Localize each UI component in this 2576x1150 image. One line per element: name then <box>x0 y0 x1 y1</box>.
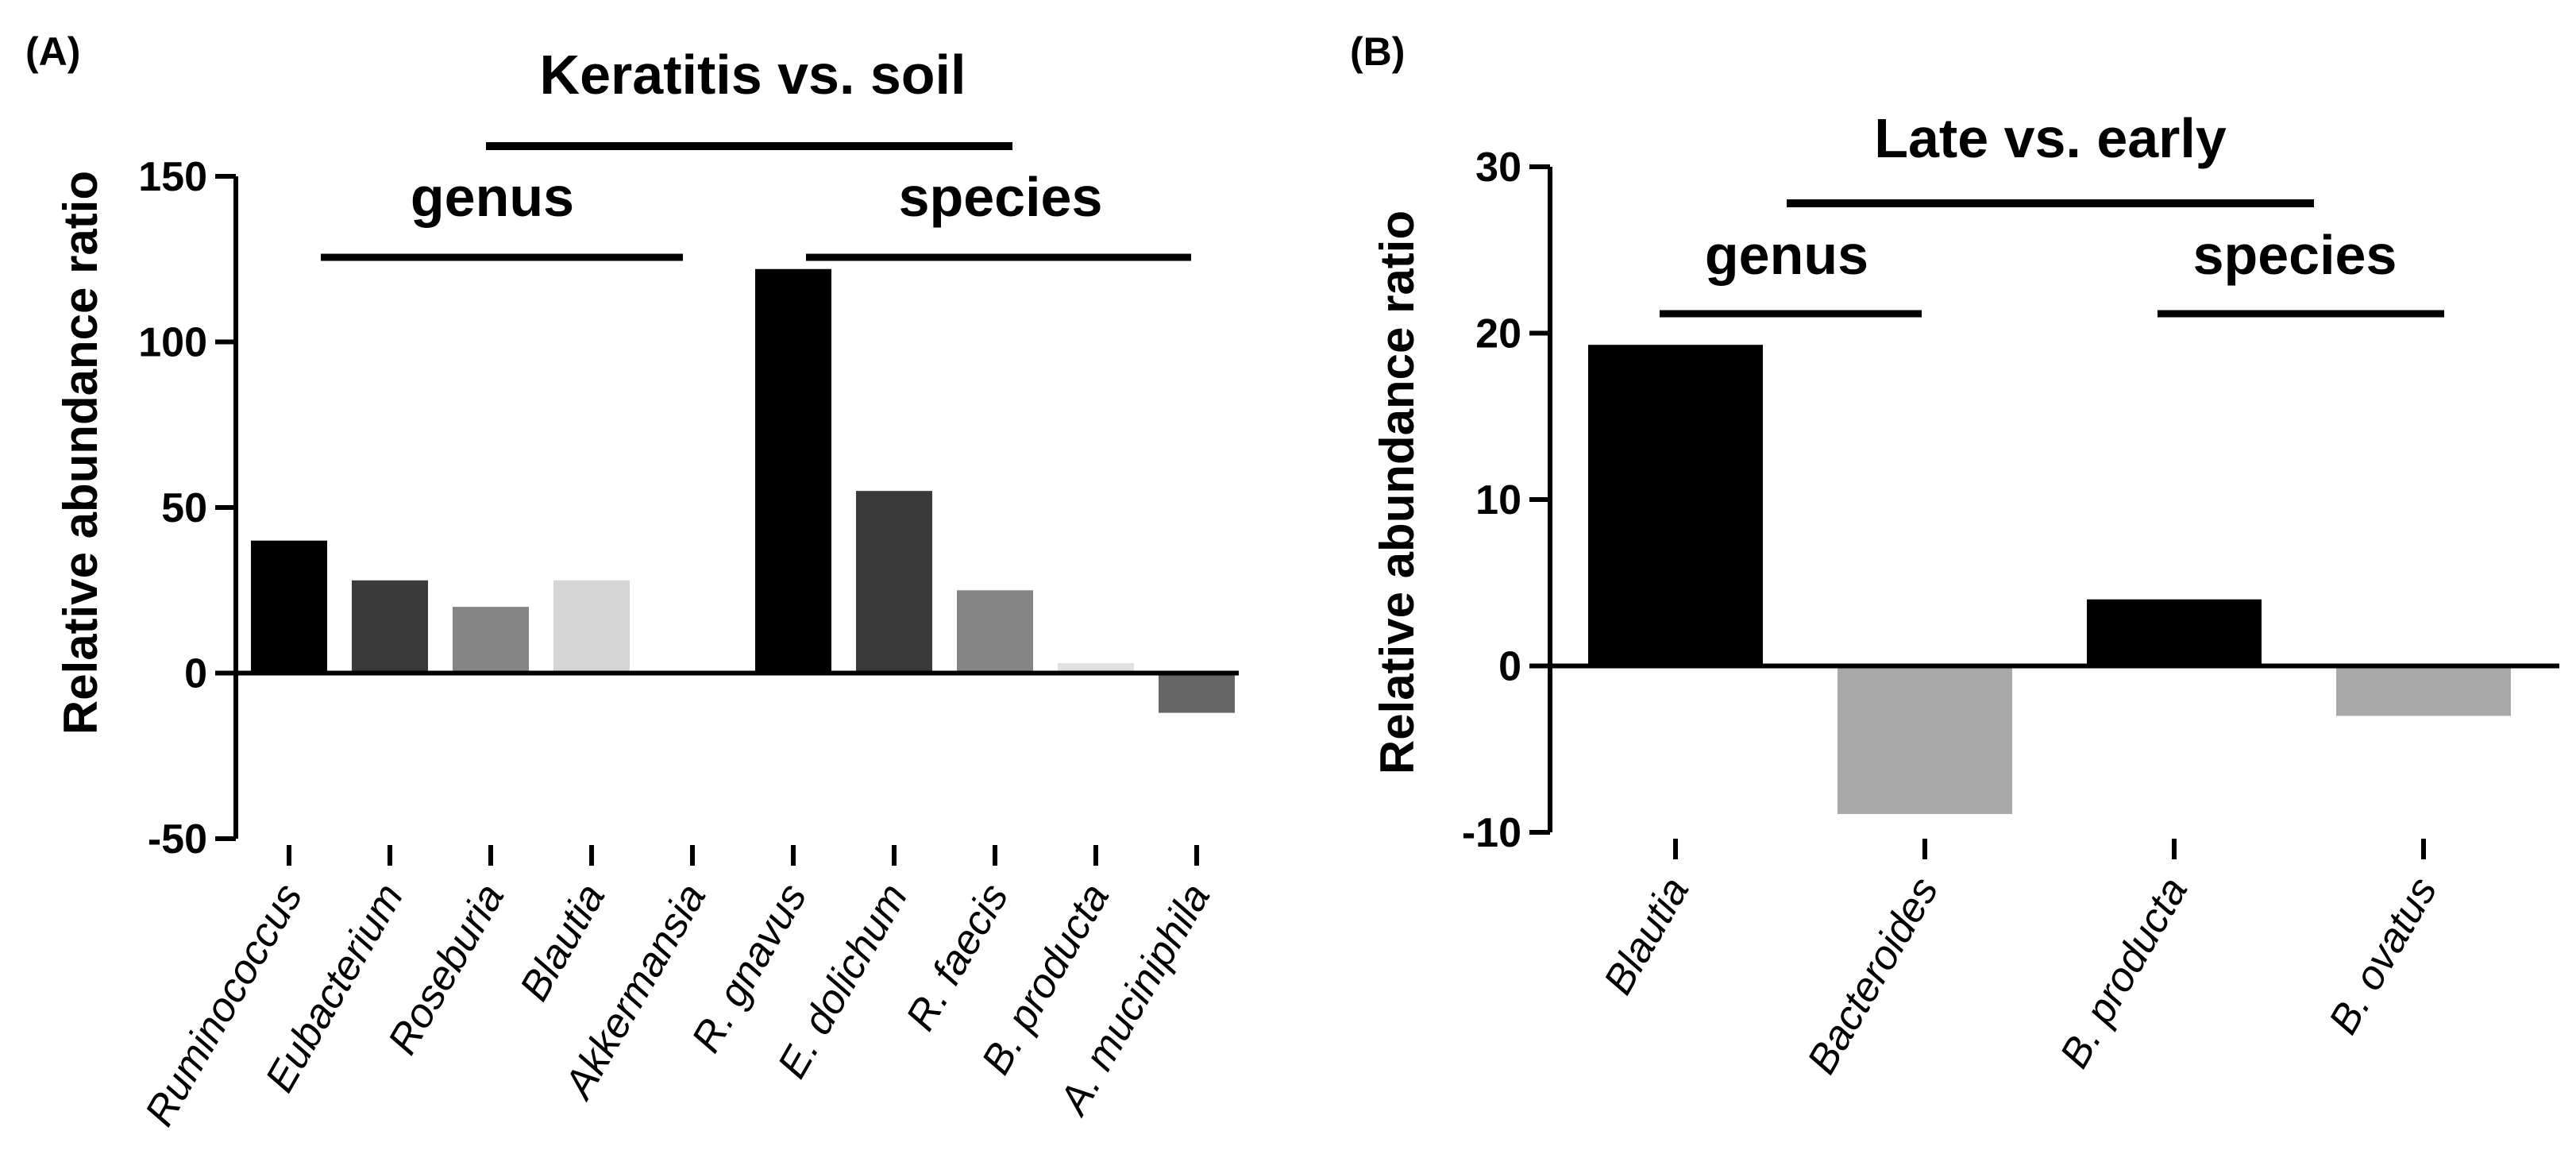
panel-b-group-label-species: species <box>2193 224 2397 286</box>
panel-a-bar-6 <box>856 491 932 673</box>
panel-b-y-tick-label-3: 20 <box>1475 311 1521 357</box>
panel-b-title: Late vs. early <box>1874 107 2227 169</box>
panel-a-y-axis-label: Relative abundance ratio <box>54 171 107 735</box>
panel-b-bar-0 <box>1588 345 1763 666</box>
panel-a-group-label-genus: genus <box>411 166 574 228</box>
panel-a-y-tick-label-2: 50 <box>161 485 207 531</box>
panel-b-label: (B) <box>1350 29 1405 74</box>
panel-b-y-tick-label-1: 0 <box>1498 644 1521 690</box>
panel-b-bar-1 <box>1838 666 2012 814</box>
panel-b-group-label-genus: genus <box>1705 224 1868 286</box>
panel-b-bar-2 <box>2087 599 2262 666</box>
panel-b-bar-3 <box>2336 666 2511 716</box>
panel-b-x-tick-label-0: Blautia <box>1595 870 1699 1002</box>
panel-a-bar-3 <box>553 580 630 673</box>
panel-a-x-tick-label-3: Blautia <box>511 876 615 1009</box>
panel-b-plot: genus species -10 0 10 20 30 Blautia Bacteroides… <box>1462 145 2559 1082</box>
panel-b-y-tick-label-0: -10 <box>1462 810 1521 856</box>
panel-a-label: (A) <box>25 29 80 74</box>
panel-a-title: Keratitis vs. soil <box>540 44 966 106</box>
panel-a-x-tick-label-0: Ruminococcus <box>137 876 312 1133</box>
panel-a-group-label-species: species <box>899 166 1103 228</box>
panel-b-y-tick-label-4: 30 <box>1475 145 1521 191</box>
panel-a-bar-5 <box>755 268 831 673</box>
panel-a-bar-9 <box>1159 673 1235 713</box>
panel-a-y-tick-label-3: 100 <box>138 320 207 366</box>
panel-b-y-tick-label-2: 10 <box>1475 477 1521 523</box>
panel-a-y-tick-label-1: 0 <box>184 651 207 697</box>
panel-a-bar-8 <box>1058 662 1134 673</box>
panel-a-bar-1 <box>352 580 428 673</box>
panel-a-plot: genus species-50050100150RuminococcusEuba… <box>137 142 1239 1133</box>
panel-b-y-axis-label: Relative abundance ratio <box>1371 210 1424 774</box>
panel-a-bar-0 <box>251 540 327 673</box>
panel-b-x-tick-label-3: B. ovatus <box>2320 870 2447 1042</box>
panel-a-bar-2 <box>453 607 529 673</box>
panel-b-x-tick-label-2: B. producta <box>2051 870 2196 1075</box>
panel-a-y-tick-label-4: 150 <box>138 154 207 200</box>
panel-a-bar-7 <box>957 590 1033 673</box>
panel-b-x-tick-label-1: Bacteroides <box>1799 870 1948 1082</box>
panel-a-y-tick-label-0: -50 <box>148 816 207 862</box>
